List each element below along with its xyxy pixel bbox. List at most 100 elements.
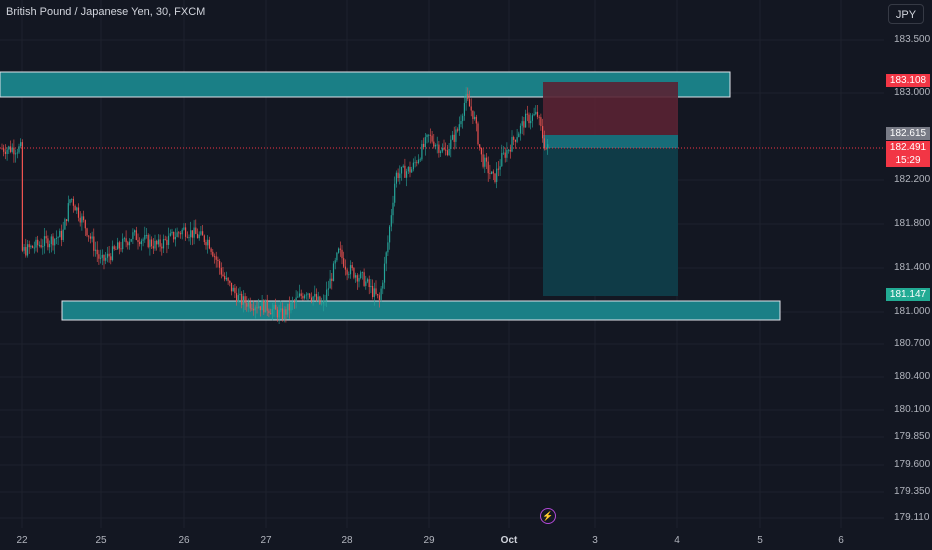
take-profit-area[interactable] bbox=[543, 135, 678, 296]
time-tick: 26 bbox=[178, 535, 190, 546]
price-tick: 182.200 bbox=[894, 174, 931, 185]
candle-body bbox=[37, 239, 39, 246]
candle-body bbox=[441, 147, 443, 152]
candle-body bbox=[183, 227, 185, 230]
candle-body bbox=[173, 231, 175, 240]
candle-body bbox=[392, 202, 394, 216]
candle-body bbox=[281, 308, 284, 320]
time-tick: 28 bbox=[341, 535, 353, 546]
candle-body bbox=[438, 144, 440, 153]
candle-body bbox=[4, 151, 6, 154]
candle-body bbox=[200, 231, 202, 235]
candle-body bbox=[421, 143, 423, 160]
lightning-icon[interactable]: ⚡ bbox=[540, 508, 556, 524]
candle-body bbox=[411, 169, 413, 173]
candle-body bbox=[166, 239, 168, 245]
candle-body bbox=[389, 226, 391, 243]
candle-body bbox=[448, 148, 450, 156]
price-tick: 180.100 bbox=[894, 404, 931, 415]
candle-body bbox=[339, 248, 341, 250]
candle-body bbox=[135, 230, 137, 240]
candle-body bbox=[113, 246, 115, 249]
candle-body bbox=[210, 248, 212, 252]
candle-body bbox=[188, 237, 190, 238]
candle-body bbox=[519, 125, 522, 134]
candle-body bbox=[193, 227, 195, 238]
candle-body bbox=[440, 151, 442, 153]
candle-body bbox=[111, 246, 114, 261]
candle-body bbox=[273, 304, 275, 310]
target-price-badge: 181.147 bbox=[886, 288, 930, 301]
candle-body bbox=[251, 308, 253, 310]
candle-body bbox=[26, 244, 29, 256]
candle-body bbox=[344, 266, 346, 270]
candle-body bbox=[66, 219, 68, 222]
candle-body bbox=[202, 231, 204, 236]
candle-body bbox=[169, 233, 171, 236]
candle-body bbox=[45, 236, 47, 239]
candle-body bbox=[390, 215, 392, 227]
candle-body bbox=[154, 240, 156, 249]
candle-body bbox=[424, 137, 426, 148]
candle-body bbox=[355, 275, 357, 278]
time-tick-oct: Oct bbox=[500, 535, 518, 546]
candle-body bbox=[207, 239, 209, 246]
candle-body bbox=[451, 134, 454, 140]
candle-body bbox=[123, 238, 125, 240]
candle-body bbox=[88, 235, 90, 237]
candle-body bbox=[23, 247, 25, 251]
candle-body bbox=[28, 244, 30, 248]
candle-body bbox=[244, 296, 246, 304]
candle-body bbox=[93, 236, 95, 251]
price-tick: 181.400 bbox=[894, 262, 931, 273]
candle-body bbox=[518, 133, 520, 138]
candle-body bbox=[237, 295, 239, 302]
candle-body bbox=[213, 256, 216, 258]
candle-body bbox=[321, 303, 323, 305]
candle-body bbox=[542, 126, 544, 139]
candle-body bbox=[156, 240, 158, 245]
candle-body bbox=[480, 147, 482, 155]
candle-body bbox=[81, 216, 83, 223]
candle-body bbox=[55, 238, 57, 239]
candle-body bbox=[423, 143, 425, 148]
candle-body bbox=[270, 313, 272, 315]
candle-body bbox=[361, 272, 363, 274]
candle-body bbox=[239, 293, 241, 296]
candle-body bbox=[502, 152, 505, 154]
candle-body bbox=[431, 135, 433, 142]
candle-body bbox=[59, 230, 61, 238]
demand-zone[interactable] bbox=[61, 300, 781, 321]
candle-body bbox=[387, 242, 389, 253]
candle-body bbox=[62, 229, 64, 240]
candle-body bbox=[161, 246, 163, 249]
candle-body bbox=[241, 293, 243, 305]
currency-button[interactable]: JPY bbox=[888, 4, 924, 24]
candle-body bbox=[293, 301, 295, 303]
candle-body bbox=[457, 129, 459, 131]
candle-body bbox=[394, 183, 396, 203]
candle-body bbox=[72, 198, 74, 206]
time-tick: 22 bbox=[16, 535, 28, 546]
candle-body bbox=[283, 309, 285, 320]
candle-body bbox=[402, 165, 404, 167]
candle-body bbox=[326, 289, 328, 301]
candle-body bbox=[254, 307, 256, 311]
candle-body bbox=[268, 310, 270, 314]
candle-body bbox=[20, 142, 22, 147]
candle-body bbox=[32, 245, 34, 248]
candle-body bbox=[501, 153, 503, 167]
candle-body bbox=[467, 94, 469, 100]
candle-body bbox=[21, 142, 23, 251]
candle-body bbox=[428, 134, 430, 136]
candle-body bbox=[18, 146, 20, 153]
candle-body bbox=[77, 207, 80, 218]
candle-body bbox=[433, 141, 435, 147]
candle-body bbox=[212, 251, 214, 257]
stop-loss-area[interactable] bbox=[543, 82, 678, 135]
candle-body bbox=[242, 296, 244, 305]
candle-body bbox=[523, 121, 525, 128]
candle-body bbox=[42, 246, 44, 248]
price-tick: 180.700 bbox=[894, 338, 931, 349]
